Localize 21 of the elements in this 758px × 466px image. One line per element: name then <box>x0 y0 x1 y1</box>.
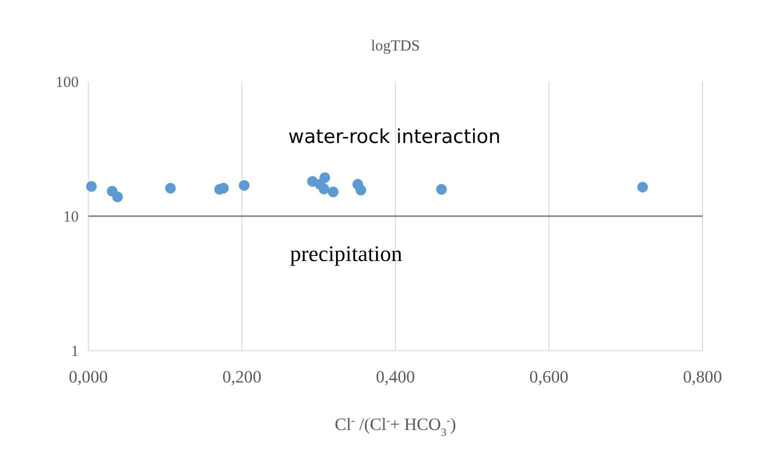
x-tick-label: 0,600 <box>529 368 569 387</box>
point <box>637 182 648 192</box>
y-tick-label: 100 <box>56 74 79 91</box>
annotation: water-rock interaction <box>288 125 501 148</box>
point <box>318 184 330 194</box>
chart-title: logTDS <box>370 37 420 54</box>
y-tick-label: 10 <box>63 208 79 226</box>
point <box>165 182 176 194</box>
x-tick-label: 0,000 <box>68 368 108 387</box>
point <box>356 184 366 196</box>
y-tick-label: 1 <box>70 343 79 360</box>
point <box>86 181 97 192</box>
x-tick-label: 0,200 <box>222 368 262 387</box>
point <box>112 192 123 202</box>
x-tick-label: 0,400 <box>376 368 416 387</box>
point <box>238 180 250 191</box>
x-tick-label: 0,800 <box>682 368 722 387</box>
annotation: precipitation <box>290 241 402 266</box>
point <box>328 186 339 198</box>
x-axis-title: Cl$^{-}$ /(Cl$^{-}$+ HCO$_{3}$$^{-}$) <box>334 414 456 439</box>
point <box>436 184 447 195</box>
